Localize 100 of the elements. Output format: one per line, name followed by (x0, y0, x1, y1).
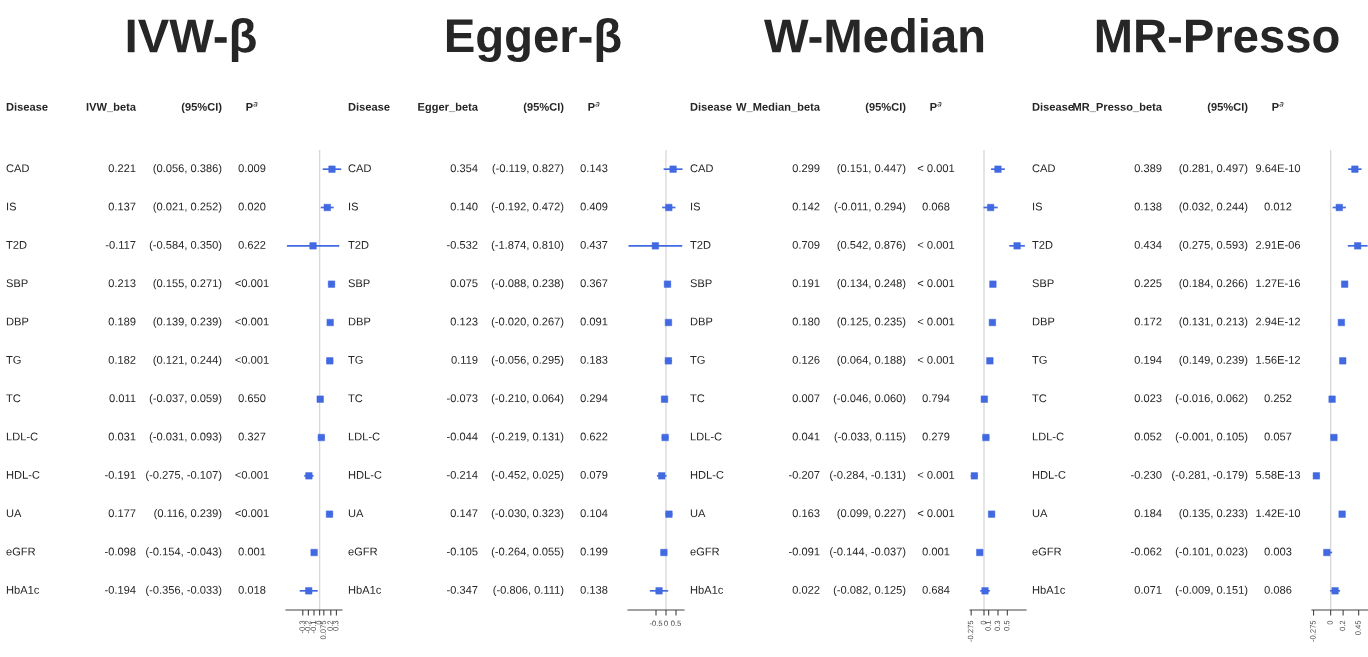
category-label: DBP (6, 317, 29, 326)
text: (0.184, 0.266) (1179, 278, 1248, 290)
text: 0.003 (1264, 547, 1292, 556)
y-axis-title: Disease (6, 102, 48, 111)
text: (-0.210, 0.064) (491, 393, 564, 405)
data-label: 0.140 (450, 202, 478, 211)
data-label: -0.207 (788, 470, 820, 479)
text: 0.079 (580, 470, 608, 479)
data-label: 0.123 (450, 317, 478, 326)
data-label: 0.023 (1134, 394, 1162, 403)
data-label: 0.191 (792, 279, 820, 288)
text: 0.057 (1264, 432, 1292, 441)
text: (0.125, 0.235) (837, 317, 906, 328)
category-label: T2D (6, 240, 27, 249)
text: (95%CI) (523, 102, 564, 114)
text: < 0.001 (917, 355, 955, 364)
text: < 0.001 (917, 279, 955, 288)
data-label: 0.194 (1134, 355, 1162, 364)
text: (-0.154, -0.043) (146, 547, 222, 558)
text: < 0.001 (917, 317, 955, 326)
data-label: 0.180 (792, 317, 820, 326)
data-label: -0.105 (446, 547, 478, 556)
category-label: UA (1032, 509, 1048, 518)
text: (0.116, 0.239) (154, 508, 222, 520)
category-label: CAD (6, 164, 29, 173)
text: 1.27E-16 (1256, 279, 1301, 288)
data-label: -0.044 (446, 432, 478, 441)
data-label: 0.221 (108, 164, 136, 173)
data-label: 0.182 (108, 355, 136, 364)
text: IVW_beta (86, 102, 137, 113)
text: (-0.082, 0.125) (833, 585, 906, 597)
category-label: TC (1032, 394, 1047, 403)
data-label: 0.142 (792, 202, 820, 211)
text: (-0.119, 0.827) (492, 163, 564, 175)
text: 0.650 (238, 394, 266, 403)
text: (-0.031, 0.093) (149, 432, 222, 443)
text: (-0.275, -0.107) (146, 470, 222, 482)
category-label: TG (6, 355, 21, 364)
category-label: LDL-C (690, 432, 722, 441)
category-label: LDL-C (6, 432, 38, 441)
text: 0.001 (238, 547, 266, 556)
text: (-0.030, 0.323) (491, 508, 564, 520)
text: (-0.016, 0.062) (1175, 393, 1248, 405)
category-label: HbA1c (348, 585, 382, 594)
category-label: TG (348, 355, 363, 364)
text: (-0.356, -0.033) (146, 585, 222, 597)
category-label: eGFR (1032, 547, 1062, 556)
text: (-0.144, -0.037) (830, 547, 906, 558)
data-label: 0.007 (792, 394, 820, 403)
text: (0.021, 0.252) (153, 202, 222, 213)
data-label: 0.041 (792, 432, 820, 441)
category-label: HbA1c (690, 585, 724, 594)
category-label: CAD (690, 164, 713, 173)
category-label: SBP (1032, 279, 1054, 288)
text: 1.42E-10 (1256, 509, 1301, 518)
data-label: 0.189 (108, 317, 136, 326)
category-label: TG (1032, 355, 1047, 364)
category-label: eGFR (6, 547, 36, 556)
text: (0.131, 0.213) (1179, 317, 1248, 328)
data-label: 0.071 (1134, 585, 1162, 594)
text: P$^{a}$ (588, 102, 600, 111)
text: (0.064, 0.188) (837, 355, 906, 367)
text: (0.099, 0.227) (837, 508, 906, 520)
text: (-0.806, 0.111) (493, 585, 564, 597)
text: (-0.192, 0.472) (491, 202, 564, 213)
text: < 0.001 (917, 240, 955, 249)
text: 9.64E-10 (1255, 164, 1301, 173)
data-label: 0.177 (108, 509, 136, 518)
text: < 0.001 (917, 470, 955, 479)
category-label: IS (1033, 202, 1042, 211)
text: (0.056, 0.386) (153, 163, 222, 175)
text: 0.294 (580, 394, 608, 403)
text: < 0.001 (917, 164, 955, 173)
data-label: 0.031 (108, 432, 136, 441)
chart-title: MR-Presso (1096, 19, 1339, 53)
text: (0.139, 0.239) (153, 317, 222, 328)
text: 0.091 (580, 317, 608, 326)
data-label: 0.119 (451, 355, 478, 364)
category-label: HDL-C (348, 470, 382, 479)
text: 0.138 (580, 585, 608, 594)
category-label: SBP (348, 279, 370, 288)
category-label: DBP (1032, 317, 1055, 326)
category-label: UA (348, 509, 364, 518)
data-label: 0.213 (108, 279, 136, 288)
text: (0.275, 0.593) (1179, 240, 1248, 252)
text: 0.012 (1264, 202, 1292, 211)
category-label: IS (7, 202, 16, 211)
data-label: -0.194 (104, 585, 136, 594)
text: W_Median_beta (736, 102, 821, 113)
category-label: LDL-C (1032, 432, 1064, 441)
text: (-0.264, 0.055) (491, 547, 564, 558)
category-label: T2D (348, 240, 369, 249)
data-label: -0.191 (104, 470, 136, 479)
text: (-0.101, 0.023) (1175, 547, 1248, 558)
text: (-0.033, 0.115) (834, 432, 906, 443)
text: 2.91E-06 (1256, 240, 1301, 249)
text: 2.94E-12 (1256, 317, 1300, 326)
text: (0.542, 0.876) (837, 240, 906, 252)
data-label: -0.098 (104, 547, 136, 556)
text: (0.135, 0.233) (1179, 508, 1248, 520)
